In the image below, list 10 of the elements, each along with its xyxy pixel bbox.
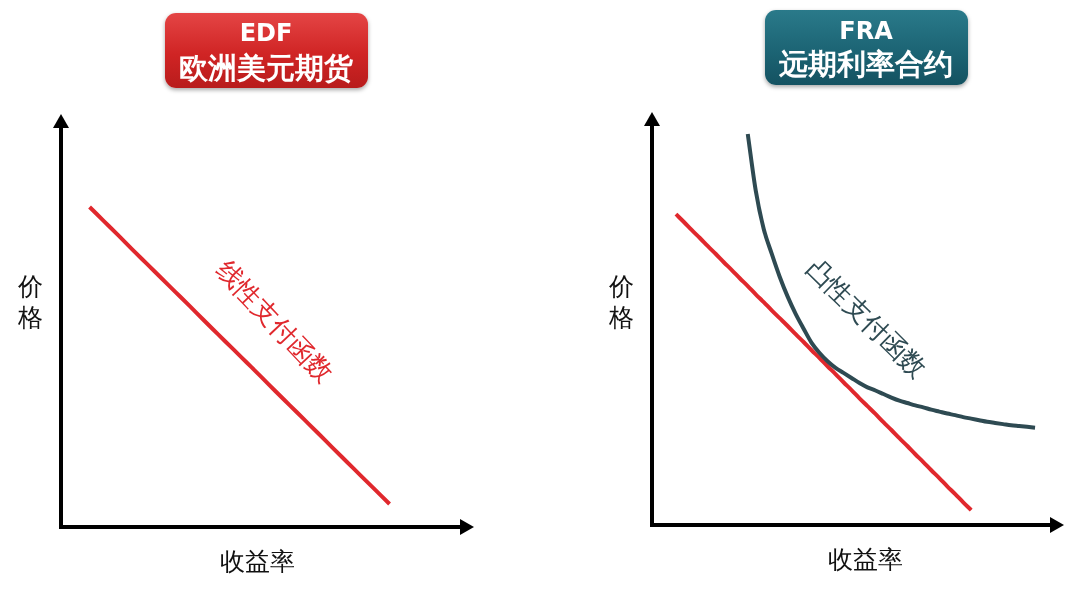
- text: 凸性支付函数: [800, 253, 933, 384]
- chart-subtitle: 远期利率合约: [779, 47, 953, 82]
- y-axis-title: 价格: [17, 271, 43, 333]
- x-axis-title: 收益率: [219, 546, 295, 577]
- text: 线性支付函数: [210, 254, 340, 389]
- chart-subtitle: 欧洲美元期货: [179, 51, 353, 86]
- chart-title: FRA: [839, 17, 893, 46]
- x-axis-title: 收益率: [828, 544, 903, 575]
- y-axis-title: 价格: [608, 271, 634, 333]
- chart-title: EDF: [239, 19, 293, 48]
